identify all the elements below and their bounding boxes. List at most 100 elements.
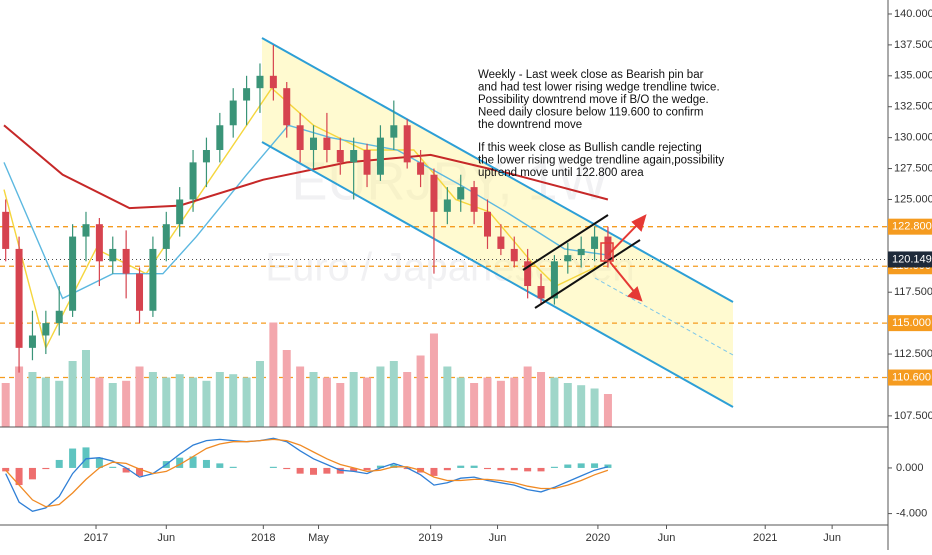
macd-histogram-bar (2, 467, 10, 472)
candle-body (296, 125, 304, 151)
volume-bar (175, 374, 184, 427)
macd-histogram-bar (189, 456, 197, 468)
volume-bar (456, 377, 465, 427)
candles (2, 44, 612, 373)
channel-lower (261, 141, 734, 408)
volume-bar (108, 383, 117, 427)
macd-histogram-bar (323, 467, 331, 474)
macd-histogram-bar (95, 457, 103, 468)
macd-histogram-bar (564, 464, 572, 468)
y-tick-label: 130.000 (894, 132, 932, 144)
macd-histogram-bar (443, 467, 451, 471)
candle-body (430, 174, 438, 212)
candle-body (82, 224, 90, 237)
macd-histogram-bar (376, 465, 384, 468)
volume-bar (229, 374, 238, 427)
candle-body (256, 75, 264, 89)
candle-body (591, 236, 599, 249)
last-price-label: 120.149 (892, 253, 932, 265)
volume-bar (349, 372, 358, 427)
candle-body (350, 150, 358, 163)
candle-body (310, 137, 318, 151)
macd-histogram-bar (82, 447, 90, 468)
macd-histogram-bar (216, 463, 224, 468)
annotation-line: the downtrend move (478, 119, 582, 131)
candle-body (524, 261, 532, 287)
volume-bar (523, 366, 532, 427)
volume-bar (68, 361, 77, 427)
y-tick-label: 132.500 (894, 101, 932, 113)
axes: 140.000 137.500 135.000 132.500 130.000 127.5… (84, 8, 932, 544)
macd-histogram-bar (350, 467, 358, 472)
candle-body (269, 75, 277, 89)
y-tick-label: 137.500 (894, 39, 932, 51)
macd-pane (2, 437, 612, 513)
x-tick-label: Jun (823, 532, 841, 544)
volume-bar (496, 380, 505, 427)
volume-bar (15, 366, 24, 427)
volume-bar (55, 380, 64, 427)
macd-histogram-bar (69, 448, 77, 468)
candle-body (2, 211, 10, 249)
volume-bar (550, 377, 559, 427)
candle-body (403, 125, 411, 163)
candle-body (417, 162, 425, 175)
macd-histogram-bar (591, 463, 599, 468)
candle-body (564, 255, 572, 262)
volume-bar (470, 383, 479, 427)
wedge-lower (534, 239, 641, 309)
last-price-tag (888, 251, 932, 268)
x-tick-label: 2021 (753, 532, 777, 544)
macd-histogram-bar (109, 466, 117, 468)
macd-line (5, 437, 609, 513)
volume-bar (389, 361, 398, 427)
candle-body (109, 248, 117, 262)
volume-bar (403, 372, 412, 427)
macd-histogram-bar (363, 467, 371, 471)
annotation-line: and had test lower rising wedge trendlin… (478, 82, 720, 94)
macd-histogram-bar (537, 467, 545, 472)
x-tick-label: 2020 (586, 532, 610, 544)
candle-body (55, 310, 63, 324)
x-tick-label: Jun (489, 532, 507, 544)
candle-body (136, 273, 144, 311)
macd-histogram-bar (202, 459, 210, 468)
candle-body (483, 211, 491, 237)
volume-bar (590, 388, 599, 427)
candle-body (550, 261, 558, 299)
candle-body (376, 137, 384, 175)
level-tag (888, 369, 932, 386)
volume-bar (376, 366, 385, 427)
macd-histogram-bar (524, 467, 532, 472)
volume-bar (309, 372, 318, 427)
macd-histogram-bar (136, 467, 144, 476)
macd-histogram-bar (483, 467, 491, 470)
x-tick-label: 2019 (418, 532, 442, 544)
candle-body (497, 236, 505, 249)
macd-histogram-bar (310, 467, 318, 475)
candle-body (243, 88, 251, 101)
volume-bar (81, 350, 90, 427)
candle-body (457, 187, 465, 200)
annotation-line: uptrend move until 122.800 area (478, 167, 644, 179)
candle-body (42, 323, 50, 336)
x-tick-label: 2018 (251, 532, 275, 544)
x-tick-label: Jun (658, 532, 676, 544)
volume-bar (510, 377, 519, 427)
y-tick-label: 117.500 (894, 286, 932, 298)
moving-average (3, 124, 608, 300)
macd-histogram-bar (550, 466, 558, 468)
macd-histogram-bar (510, 467, 518, 471)
volume-bar (1, 383, 10, 427)
volume-bar (215, 372, 224, 427)
volume-bar (28, 372, 37, 427)
volume (1, 322, 612, 427)
candle-body (162, 224, 170, 249)
volume-bar (363, 377, 372, 427)
moving-average (3, 124, 609, 210)
macd-histogram-bar (269, 466, 277, 468)
candle-body (229, 100, 237, 126)
volume-bar (443, 366, 452, 427)
volume-bar (189, 377, 198, 427)
candle-body (202, 150, 210, 163)
